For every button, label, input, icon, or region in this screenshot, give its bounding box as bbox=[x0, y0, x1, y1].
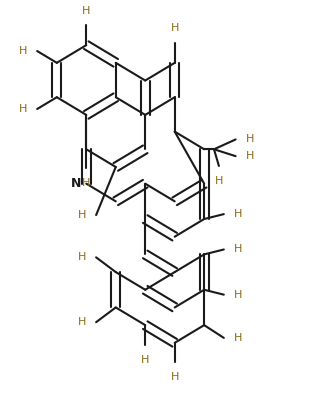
Text: H: H bbox=[82, 178, 90, 188]
Text: H: H bbox=[78, 210, 86, 220]
Text: H: H bbox=[78, 317, 86, 327]
Text: H: H bbox=[171, 23, 179, 33]
Text: H: H bbox=[246, 151, 254, 161]
Text: H: H bbox=[82, 6, 90, 16]
Text: H: H bbox=[19, 46, 27, 56]
Text: H: H bbox=[19, 104, 27, 114]
Text: H: H bbox=[78, 252, 86, 262]
Text: H: H bbox=[234, 333, 242, 343]
Text: H: H bbox=[234, 209, 242, 219]
Text: H: H bbox=[141, 355, 149, 365]
Text: H: H bbox=[234, 290, 242, 300]
Text: N: N bbox=[71, 177, 82, 190]
Text: H: H bbox=[215, 176, 223, 186]
Text: H: H bbox=[234, 244, 242, 254]
Text: H: H bbox=[246, 135, 254, 144]
Text: H: H bbox=[171, 372, 179, 382]
